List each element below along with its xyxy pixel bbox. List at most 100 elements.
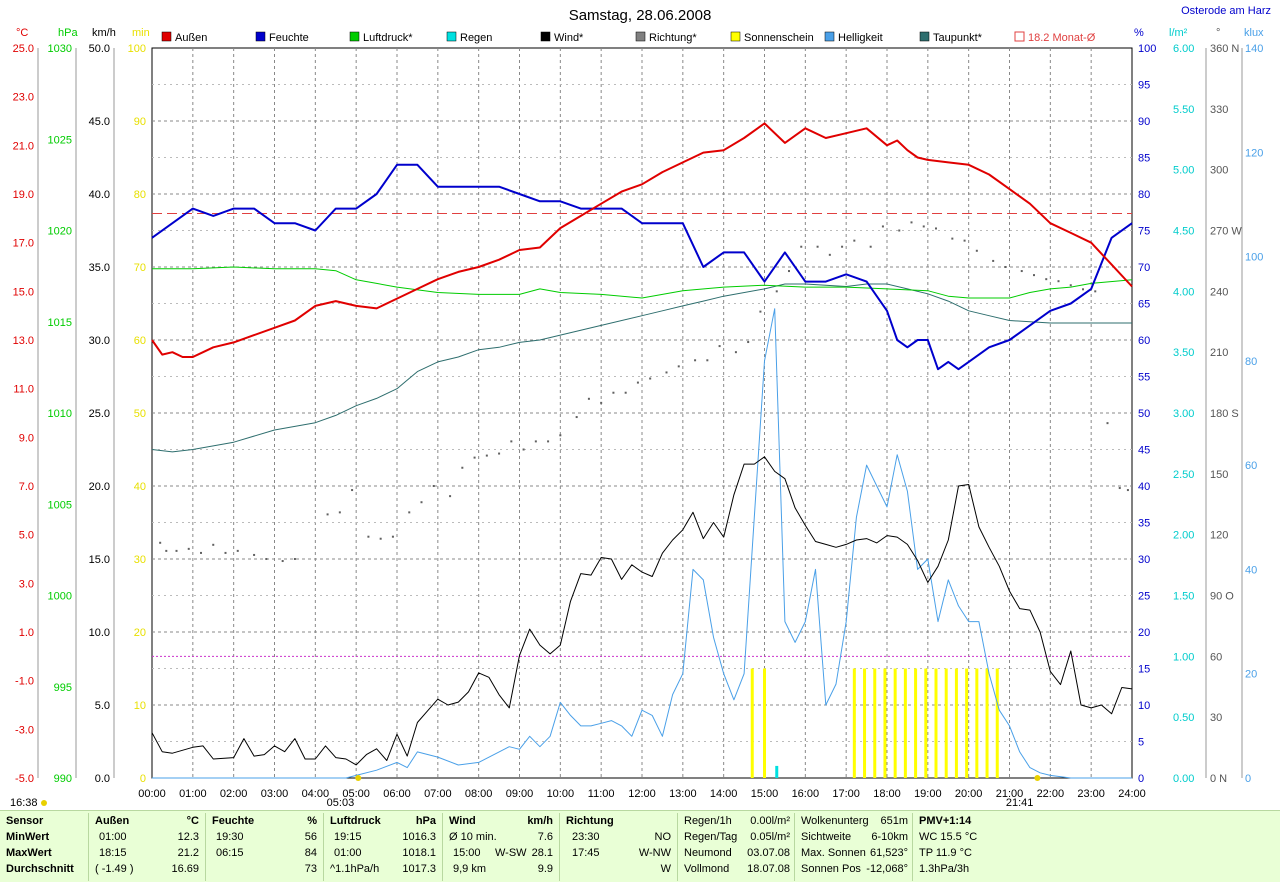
direction-point	[351, 489, 354, 492]
axis-tick-label-kmh: 45.0	[89, 116, 110, 128]
direction-point	[898, 229, 901, 232]
axis-tick-label-temp: 7.0	[19, 481, 34, 493]
rain-bar	[775, 765, 779, 778]
direction-point	[379, 537, 382, 540]
stats-sicht-value: 6-10km	[871, 831, 908, 843]
axis-tick-label-temp: 1.0	[19, 627, 34, 639]
stats-wolken-label: Wolkenunterg	[801, 815, 869, 827]
x-tick-label: 09:00	[506, 788, 534, 800]
axis-tick-label-pct: 100	[1138, 43, 1156, 55]
direction-point	[706, 359, 709, 362]
direction-point	[200, 551, 202, 554]
axis-tick-label-klux: 100	[1245, 252, 1263, 264]
stats-wind-avg10-value: 7.6	[537, 831, 553, 843]
stats-regen-tag-value: 0.05l/m²	[750, 831, 790, 843]
stats-avg-label: Durchschnitt	[6, 863, 74, 875]
direction-point	[498, 452, 501, 455]
stats-aussen-max-time: 18:15	[99, 847, 127, 859]
axis-tick-label-lm: 0.00	[1173, 773, 1194, 785]
direction-point	[265, 558, 268, 560]
stats-richtung-header: Richtung	[566, 815, 614, 827]
axis-tick-label-deg: 360 N	[1210, 43, 1239, 55]
axis-tick-label-temp: 19.0	[13, 189, 34, 201]
stats-wind-max-time: 15:00	[453, 847, 481, 859]
direction-point	[775, 290, 778, 293]
direction-point	[992, 259, 995, 262]
chart-title: Samstag, 28.06.2008	[569, 7, 712, 24]
direction-point	[922, 225, 925, 228]
x-tick-label: 06:00	[383, 788, 411, 800]
axis-tick-label-pct: 10	[1138, 700, 1150, 712]
axis-tick-label-hpa: 995	[54, 682, 72, 694]
sunshine-bar	[903, 668, 907, 778]
direction-point	[175, 549, 178, 552]
axis-tick-label-pct: 20	[1138, 627, 1150, 639]
axis-tick-label-pct: 15	[1138, 664, 1150, 676]
stats-taupunkt: TP 11.9 °C	[919, 847, 972, 859]
legend-swatch-luftdruck	[349, 31, 360, 42]
stats-regen-col: Regen/1h 0.00l/m² Regen/Tag 0.05l/m² Neumo…	[678, 813, 795, 881]
direction-point	[559, 434, 562, 437]
stats-wind-max-value: 28.1	[531, 847, 553, 859]
sunset-marker	[1034, 775, 1041, 781]
axis-tick-label-hpa: 1015	[48, 317, 72, 329]
direction-point	[600, 401, 603, 404]
x-tick-label: 14:00	[710, 788, 738, 800]
stats-richtung-value-1: NO	[654, 831, 672, 843]
direction-point	[1045, 278, 1048, 281]
stats-sonnenpos-label: Sonnen Pos	[801, 863, 861, 875]
stats-feuchte-col: Feuchte% 19:30 56 06:15 84 73	[206, 813, 324, 881]
axis-tick-label-deg: 210	[1210, 347, 1228, 359]
axis-unit-klux: klux	[1244, 27, 1264, 39]
legend-swatch-sonnenschein	[730, 31, 741, 42]
stats-sensor-col: Sensor MinWert MaxWert Durchschnitt	[0, 813, 89, 881]
stats-aussen-avg-value: 16.69	[171, 863, 199, 875]
axis-tick-label-deg: 120	[1210, 530, 1228, 542]
series-line-taupunkt	[151, 283, 1132, 453]
x-tick-label: 17:00	[832, 788, 860, 800]
axis-unit-kmh: km/h	[92, 27, 116, 39]
direction-point	[853, 239, 856, 242]
chart-axes: 25.0 23.0 21.0 19.0 17.0 15.0 13.0 11.0 9.0 7.0 5.…	[10, 27, 1264, 809]
direction-point	[910, 221, 913, 224]
x-tick-label: 05:00	[342, 788, 370, 800]
direction-point	[869, 245, 872, 248]
direction-point	[461, 466, 464, 469]
stats-richtung-time-1: 23:30	[572, 831, 600, 843]
stats-luftdruck-max-time: 01:00	[334, 847, 362, 859]
axis-tick-label-min: 30	[134, 554, 146, 566]
axis-tick-label-deg: 330	[1210, 104, 1228, 116]
axis-tick-label-pct: 95	[1138, 80, 1150, 92]
axis-tick-label-kmh: 35.0	[89, 262, 110, 274]
sunshine-bar	[914, 668, 918, 778]
direction-point	[649, 377, 652, 380]
axis-tick-label-kmh: 10.0	[89, 627, 110, 639]
legend-swatch-feuchte	[255, 31, 266, 42]
direction-point	[734, 351, 737, 354]
x-tick-label: 20:00	[955, 788, 983, 800]
stats-luftdruck-trend: ^1.1hPa/h	[330, 863, 380, 875]
x-tick-label: 07:00	[424, 788, 452, 800]
stats-aussen-unit: °C	[186, 815, 199, 827]
stats-sensor-header: Sensor	[6, 815, 44, 827]
weather-chart: Samstag, 28.06.2008 Osterode am Harz Auß…	[10, 5, 1271, 809]
axis-tick-label-temp: 17.0	[13, 238, 34, 250]
stats-luftdruck-header: Luftdruck	[330, 815, 381, 827]
axis-tick-label-hpa: 1000	[48, 591, 72, 603]
x-tick-label: 16:00	[792, 788, 820, 800]
axis-tick-label-hpa: 990	[54, 773, 72, 785]
axis-tick-label-kmh: 25.0	[89, 408, 110, 420]
axis-tick-label-klux: 120	[1245, 147, 1263, 159]
stats-feuchte-max-value: 84	[304, 847, 317, 859]
series-line-helligkeit	[152, 308, 1132, 779]
axis-tick-label-deg: 180 S	[1210, 408, 1239, 420]
legend-swatch-aussen	[161, 31, 172, 42]
x-tick-label: 12:00	[628, 788, 656, 800]
direction-point	[293, 558, 296, 560]
axis-tick-label-pct: 75	[1138, 226, 1150, 238]
sunshine-bar	[954, 668, 958, 778]
direction-point	[624, 391, 627, 394]
axis-tick-label-min: 0	[140, 773, 146, 785]
chart-grid	[151, 47, 1133, 779]
stats-vollmond-label: Vollmond	[684, 863, 730, 875]
